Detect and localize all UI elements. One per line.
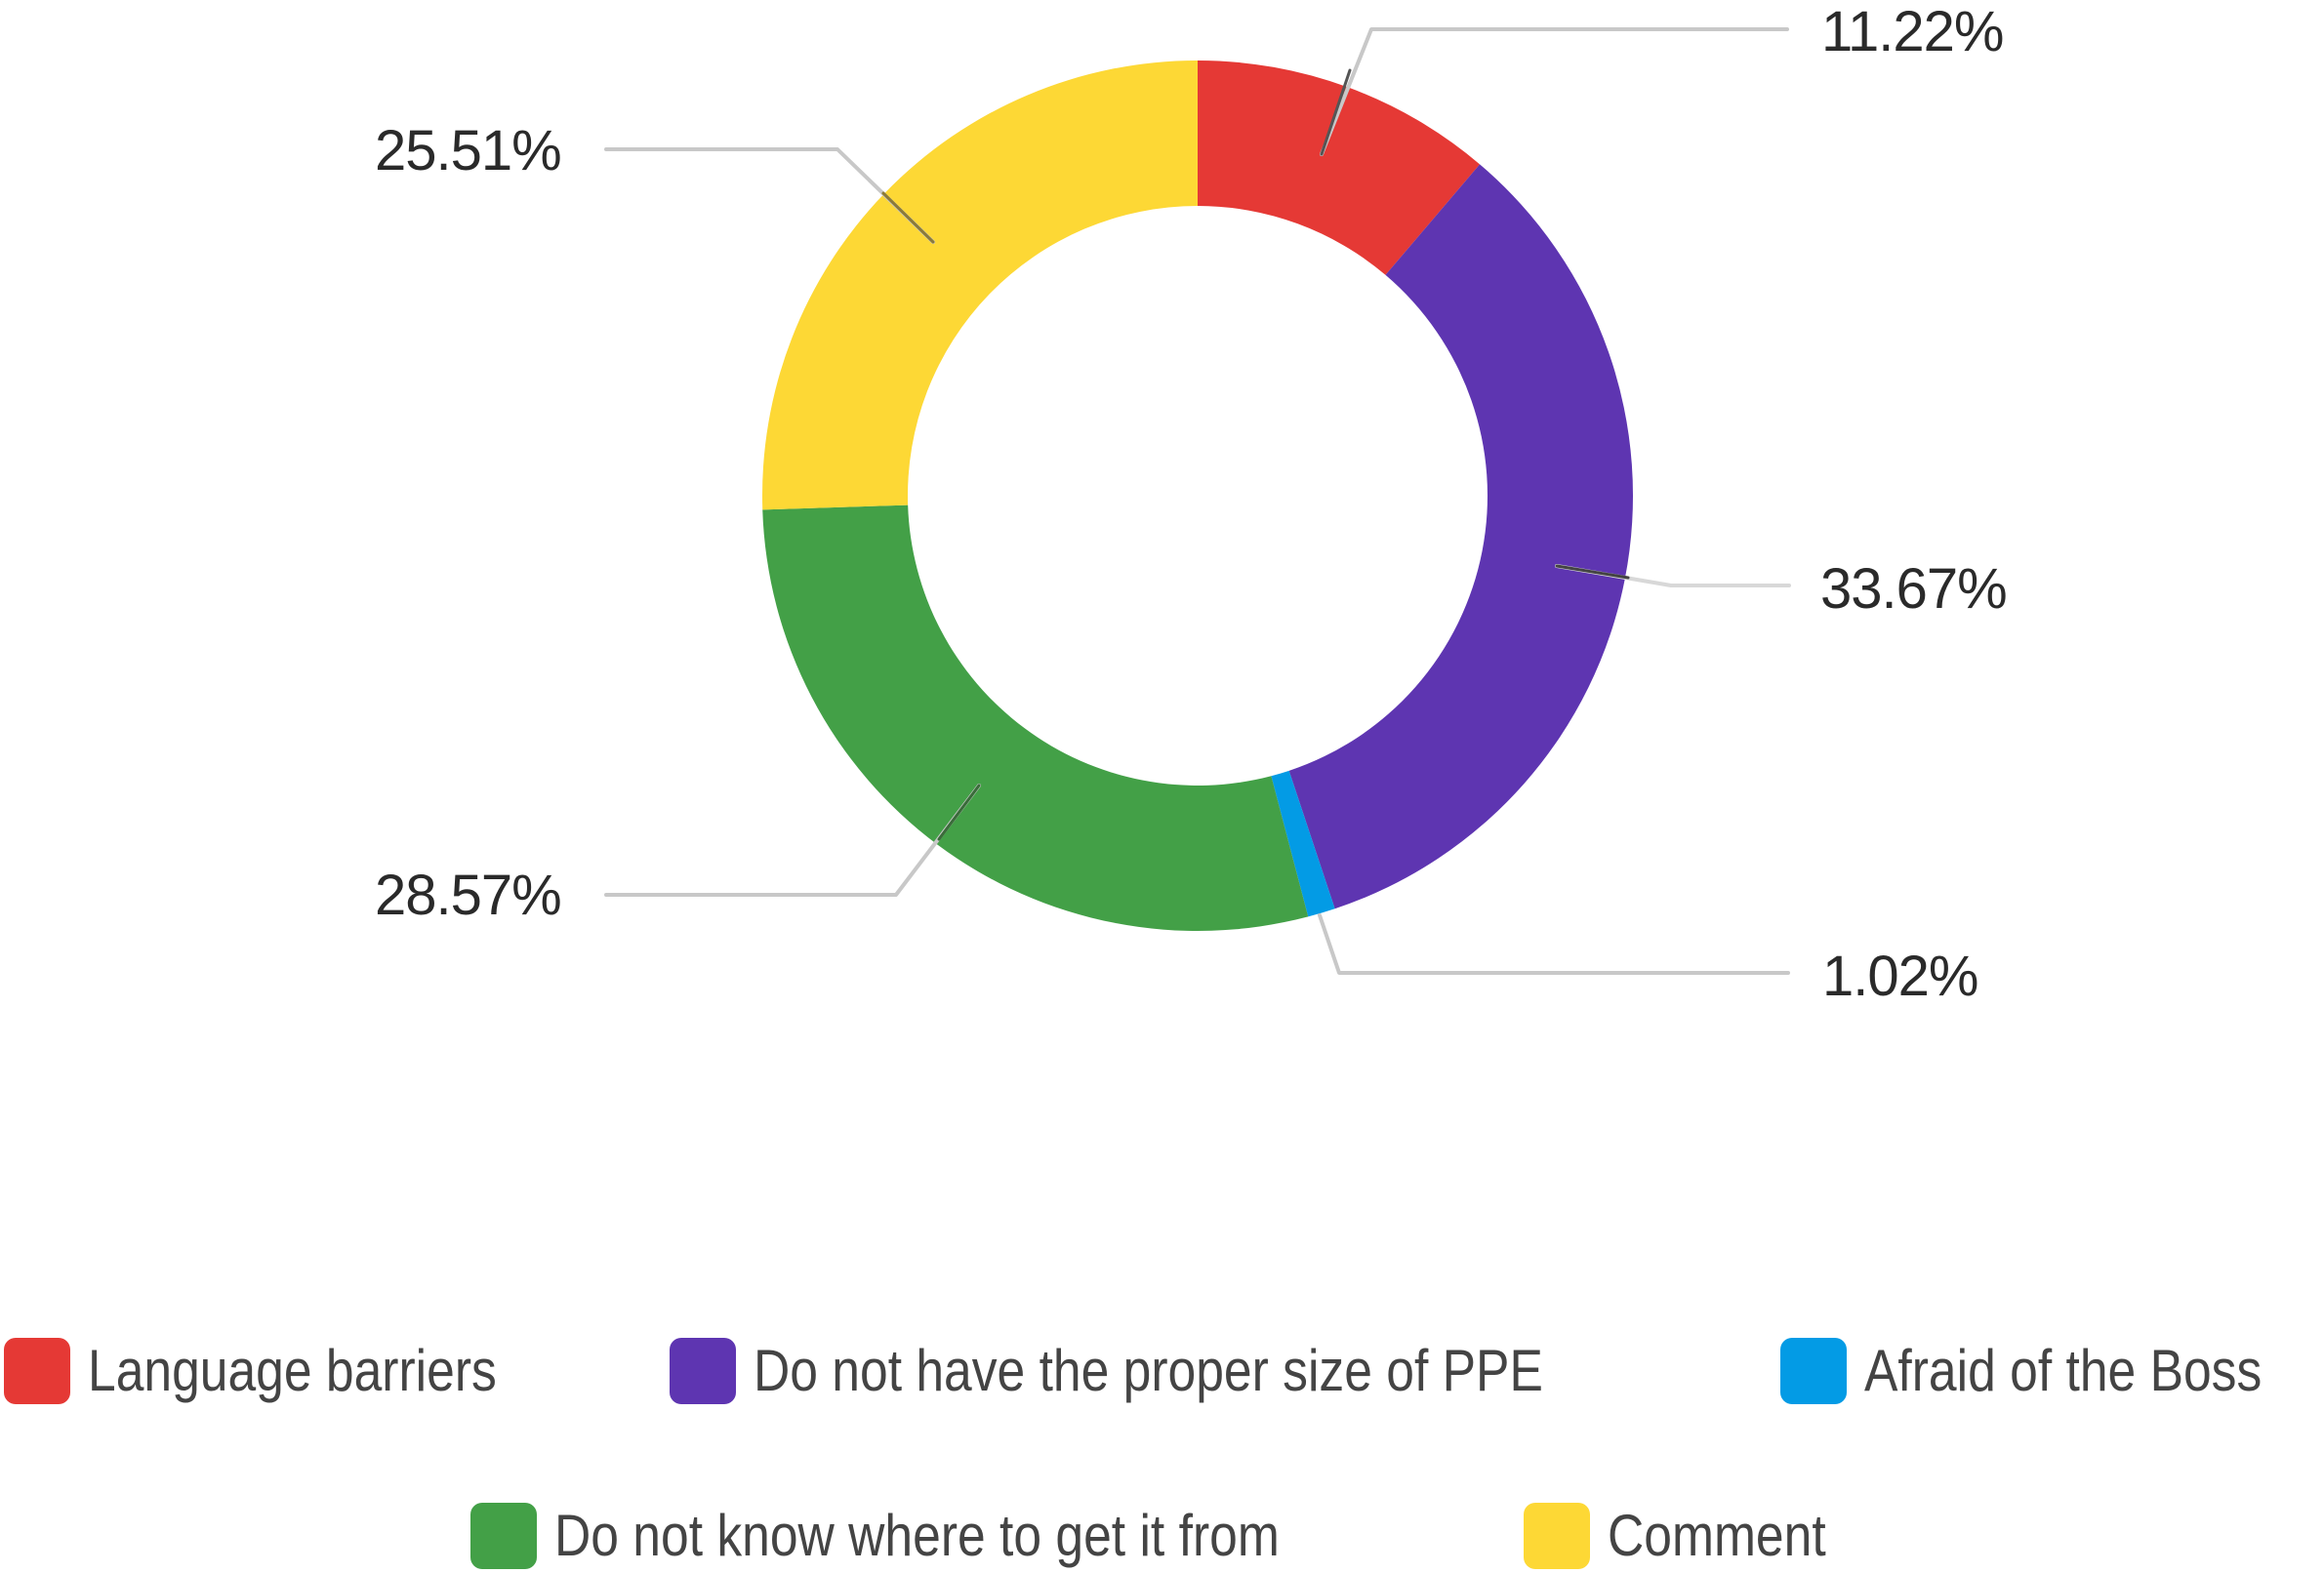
leader-lines — [604, 27, 1791, 975]
leader-line-afraid-boss — [1318, 913, 1790, 975]
legend-item-language-barriers[interactable]: Language barriers — [4, 1337, 563, 1405]
legend-row-1: Language barriers Do not have the proper… — [0, 1337, 2324, 1405]
leader-line-inner-language-barriers — [1320, 68, 1352, 156]
leader-line-inner-where-to-get — [937, 784, 981, 841]
legend-item-comment[interactable]: Comment — [1524, 1502, 1861, 1570]
legend-swatch-purple-icon — [670, 1338, 736, 1404]
label-proper-size-ppe-pct: 33.67% — [1820, 557, 2008, 621]
legend-label: Do not know where to get it from — [554, 1503, 1280, 1568]
leader-line-language-barriers — [1320, 27, 1789, 156]
slice-afraid-boss[interactable] — [1271, 770, 1335, 917]
leader-line-inner-proper-size — [1555, 564, 1630, 580]
legend-row-2: Do not know where to get it from Comment — [0, 1502, 2324, 1570]
label-afraid-boss-pct: 1.02% — [1822, 945, 1978, 1008]
legend-item-proper-size-ppe[interactable]: Do not have the proper size of PPE — [670, 1337, 1672, 1405]
legend-swatch-blue-icon — [1780, 1338, 1847, 1404]
legend-item-where-to-get[interactable]: Do not know where to get it from — [470, 1502, 1398, 1570]
slice-proper-size-ppe[interactable] — [1288, 164, 1633, 909]
slice-language-barriers[interactable] — [1198, 60, 1481, 275]
legend-swatch-green-icon — [470, 1503, 537, 1569]
slice-where-to-get[interactable] — [762, 504, 1309, 931]
legend-swatch-red-icon — [4, 1338, 70, 1404]
legend-label: Afraid of the Boss — [1864, 1338, 2263, 1403]
legend-label: Language barriers — [88, 1338, 497, 1403]
label-language-barriers-pct: 11.22% — [1821, 0, 2004, 63]
legend-item-afraid-boss[interactable]: Afraid of the Boss — [1780, 1337, 2324, 1405]
label-where-to-get-pct: 28.57% — [375, 864, 562, 927]
legend-swatch-yellow-icon — [1524, 1503, 1590, 1569]
label-comment-pct: 25.51% — [375, 119, 562, 182]
leader-line-inner-comment — [881, 191, 935, 244]
donut-slices — [762, 60, 1633, 931]
legend-label: Comment — [1608, 1503, 1826, 1568]
slice-comment[interactable] — [762, 60, 1198, 510]
legend-label: Do not have the proper size of PPE — [754, 1338, 1543, 1403]
